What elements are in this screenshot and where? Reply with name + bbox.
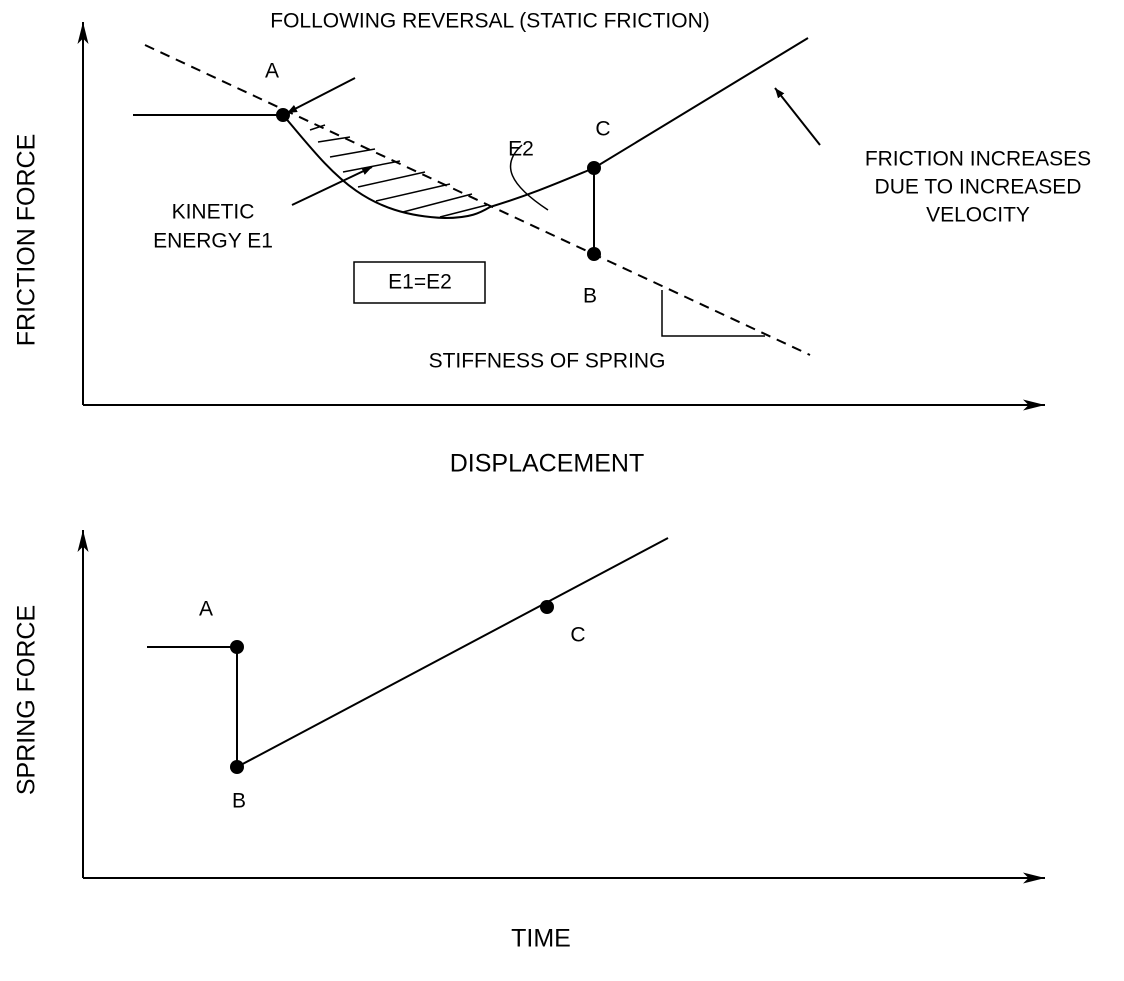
label: A	[265, 60, 279, 83]
point-a	[230, 640, 244, 654]
arrow	[286, 77, 356, 114]
hatch	[309, 124, 488, 218]
y-axis-label: FRICTION FORCE	[13, 134, 41, 347]
arrow	[291, 166, 373, 206]
dashed-line	[144, 44, 811, 356]
point-c	[587, 161, 601, 175]
label: C	[570, 624, 585, 647]
label: B	[232, 790, 246, 813]
note: KINETIC	[172, 201, 255, 224]
stiffness-triangle	[661, 290, 765, 337]
friction-curve	[282, 37, 809, 220]
point-b	[230, 760, 244, 774]
x-axis-label: DISPLACEMENT	[450, 450, 644, 478]
box	[353, 261, 486, 304]
note: FOLLOWING REVERSAL (STATIC FRICTION)	[270, 10, 709, 33]
note: VELOCITY	[926, 204, 1030, 227]
label: C	[595, 118, 610, 141]
label: A	[199, 598, 213, 621]
note: STIFFNESS OF SPRING	[429, 350, 666, 373]
label: B	[583, 285, 597, 308]
note: FRICTION INCREASES	[865, 148, 1091, 171]
note: DUE TO INCREASED	[875, 176, 1082, 199]
label: E2	[508, 138, 534, 161]
point-a	[276, 108, 290, 122]
point-b	[587, 247, 601, 261]
box-label: E1=E2	[388, 271, 452, 294]
y-axis-label: SPRING FORCE	[13, 605, 41, 795]
e2-leader	[509, 144, 549, 211]
spring-line	[147, 537, 669, 769]
bottom-diagram: A B C SPRING FORCE TIME	[13, 530, 1045, 953]
note: ENERGY E1	[153, 230, 273, 253]
point-c	[540, 600, 554, 614]
x-axis-label: TIME	[511, 925, 571, 953]
arrow	[774, 87, 821, 146]
top-diagram: FOLLOWING REVERSAL (STATIC FRICTION) A E…	[13, 10, 1092, 478]
